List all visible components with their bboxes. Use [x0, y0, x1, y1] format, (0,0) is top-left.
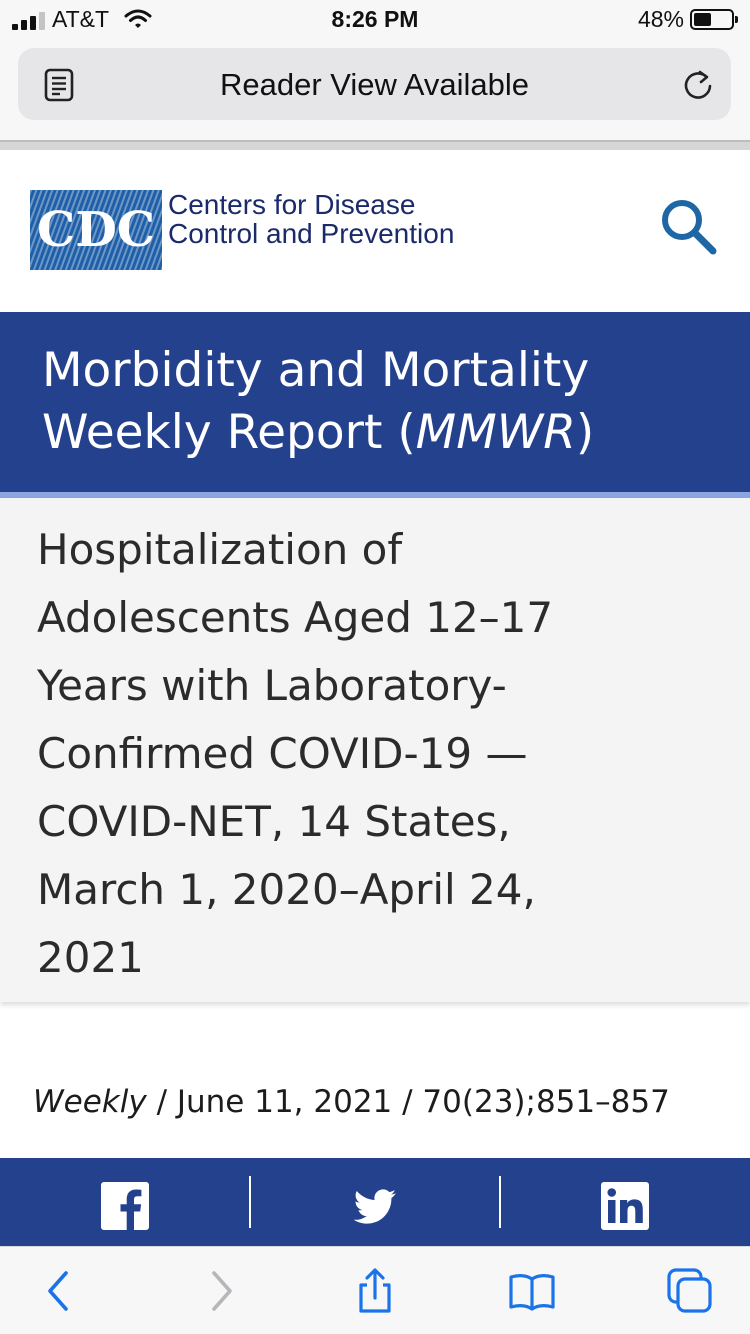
article-title: Hospitalization of Adolescents Aged 12–1… [37, 516, 657, 992]
citation: Weekly / June 11, 2021 / 70(23);851–857 [33, 1084, 670, 1120]
reload-icon[interactable] [681, 68, 715, 102]
mmwr-title-suffix: ) [575, 405, 595, 460]
linkedin-icon [601, 1182, 649, 1230]
share-button[interactable] [351, 1267, 399, 1315]
social-share-bar [0, 1158, 750, 1246]
article-title-line: COVID-NET, 14 States, [37, 797, 511, 846]
address-bar[interactable]: Reader View Available [18, 48, 731, 120]
reader-view-icon[interactable] [44, 68, 74, 102]
article-title-line: March 1, 2020–April 24, [37, 865, 536, 914]
banner-accent-stripe [0, 492, 750, 498]
citation-details: / June 11, 2021 / 70(23);851–857 [146, 1084, 670, 1120]
citation-type: Weekly [33, 1084, 147, 1120]
cdc-logo[interactable]: CDC [30, 190, 162, 270]
signal-icon [12, 12, 48, 30]
cdc-logo-text: CDC [37, 202, 155, 258]
site-header: CDC Centers for Disease Control and Prev… [0, 150, 750, 312]
twitter-icon [353, 1189, 396, 1224]
article-title-line: Years with Laboratory- [37, 661, 507, 710]
browser-address-area: Reader View Available [0, 40, 750, 140]
share-icon [359, 1268, 391, 1313]
tabs-icon [667, 1268, 712, 1313]
search-icon[interactable] [658, 196, 718, 256]
agency-name-line1: Centers for Disease [168, 189, 416, 220]
bookmarks-icon [509, 1274, 555, 1311]
tabs-button[interactable] [666, 1267, 714, 1315]
article-title-line: Adolescents Aged 12–17 [37, 593, 554, 642]
agency-name-line2: Control and Prevention [168, 218, 455, 249]
carrier-name: AT&T [52, 6, 110, 32]
article-title-line: 2021 [37, 933, 144, 982]
divider [0, 140, 750, 150]
back-button[interactable] [36, 1267, 84, 1315]
facebook-share-button[interactable] [0, 1158, 250, 1246]
twitter-share-button[interactable] [250, 1158, 500, 1246]
browser-toolbar [0, 1246, 750, 1334]
article-title-line: Confirmed COVID-19 — [37, 729, 528, 778]
battery-fill [694, 13, 711, 26]
mmwr-banner[interactable]: Morbidity and Mortality Weekly Report (M… [0, 312, 750, 492]
battery-icon [690, 9, 738, 30]
address-bar-text[interactable]: Reader View Available [219, 67, 530, 102]
battery-percent: 48% [637, 6, 684, 32]
mmwr-title[interactable]: Morbidity and Mortality Weekly Report (M… [42, 340, 722, 464]
article-title-line: Hospitalization of [37, 525, 403, 574]
bookmarks-button[interactable] [508, 1267, 556, 1315]
mmwr-abbreviation: MMWR [415, 405, 576, 460]
facebook-icon [101, 1182, 149, 1230]
forward-icon [212, 1271, 232, 1311]
mmwr-title-prefix: Weekly Report ( [42, 405, 416, 460]
share-separator [249, 1176, 251, 1228]
linkedin-share-button[interactable] [500, 1158, 750, 1246]
agency-name: Centers for Disease Control and Preventi… [168, 190, 454, 248]
forward-button[interactable] [196, 1267, 244, 1315]
share-separator [499, 1176, 501, 1228]
mmwr-title-line2: Weekly Report (MMWR) [42, 402, 722, 464]
back-icon [48, 1271, 68, 1311]
clock: 8:26 PM [331, 6, 419, 32]
mmwr-title-line1: Morbidity and Mortality [42, 343, 590, 398]
status-bar: AT&T 8:26 PM 48% [0, 0, 750, 40]
wifi-icon [124, 9, 152, 28]
article-title-card: Hospitalization of Adolescents Aged 12–1… [0, 498, 750, 1002]
